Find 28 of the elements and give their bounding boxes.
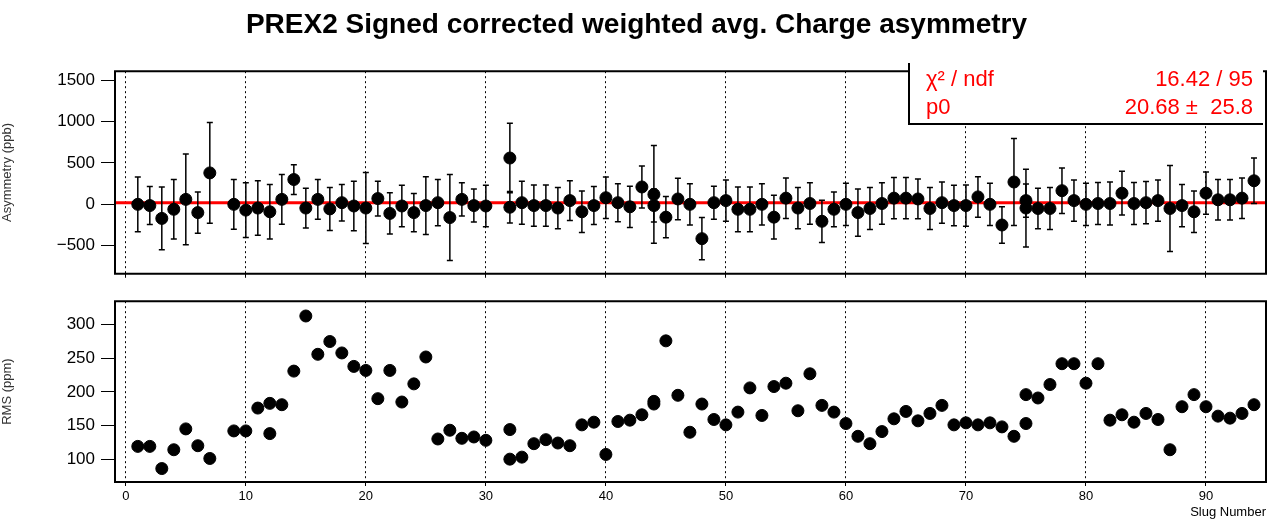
y-axis-title: Asymmetry (ppb)	[0, 123, 15, 222]
y-tick-label: 200	[66, 381, 95, 401]
chart-title: PREX2 Signed corrected weighted avg. Charge asymmetry	[244, 8, 1029, 40]
annotation: 16.42 / 95	[1154, 65, 1253, 93]
y-tick-label: 0	[85, 194, 95, 214]
x-tick-label: 30	[478, 488, 494, 504]
x-tick-label: 0	[122, 488, 130, 504]
x-tick-label: 80	[1078, 488, 1094, 504]
x-axis-title: Slug Number	[1190, 503, 1267, 519]
annotation: χ² / ndf	[926, 65, 995, 93]
y-tick-label: −500	[56, 235, 95, 255]
x-tick-label: 20	[358, 488, 374, 504]
annotation: 20.68 ± 25.8	[1123, 93, 1253, 121]
x-tick-label: 10	[238, 488, 254, 504]
y-tick-label: 1500	[57, 69, 95, 89]
x-tick-label: 40	[598, 488, 614, 504]
x-tick-label: 60	[838, 488, 854, 504]
y-axis-title: RMS (ppm)	[0, 358, 15, 425]
y-tick-label: 100	[66, 448, 95, 468]
y-tick-label: 1000	[57, 111, 95, 131]
y-tick-label: 250	[66, 348, 95, 368]
y-tick-label: 300	[66, 314, 95, 334]
annotation: p0	[926, 93, 952, 121]
x-tick-label: 50	[718, 488, 734, 504]
y-tick-label: 150	[66, 415, 95, 435]
x-tick-label: 90	[1198, 488, 1214, 504]
y-tick-label: 500	[66, 152, 95, 172]
x-tick-label: 70	[958, 488, 974, 504]
